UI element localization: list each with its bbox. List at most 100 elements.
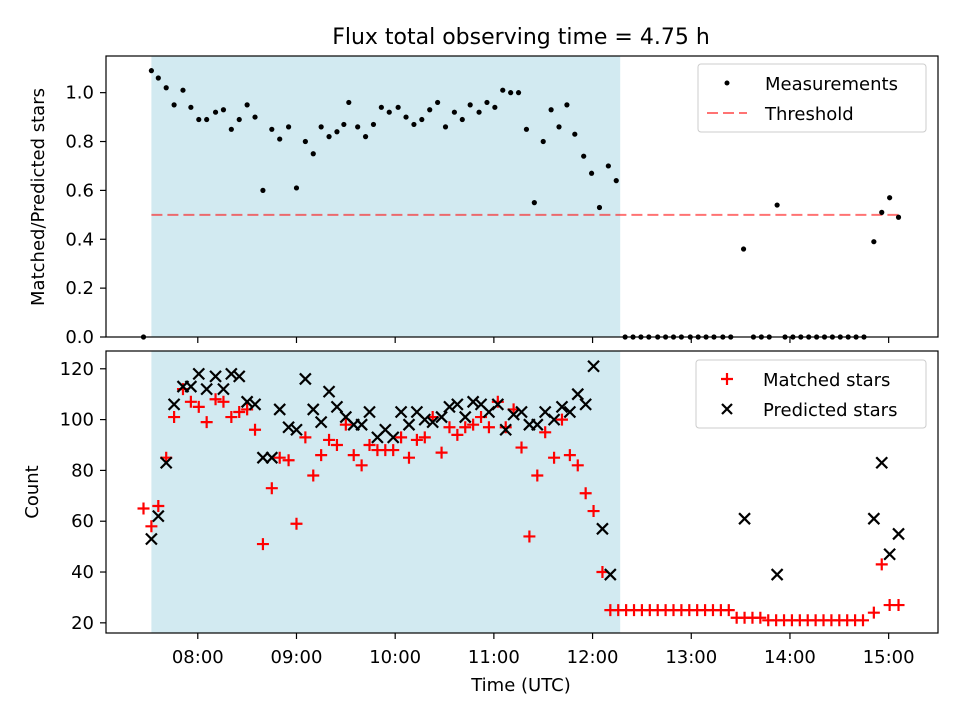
predicted-star-point [491,398,505,411]
y-tick-label: 1.0 [65,83,94,104]
predicted-star-point [240,395,254,409]
x-tick-label: 10:00 [369,647,421,668]
predicted-star-point [515,405,528,419]
matched-star-point [459,421,472,434]
measurement-point [378,104,384,110]
matched-star-point [339,418,352,431]
predicted-star-point [159,456,173,470]
ratio-panel-frame [105,55,939,338]
measurement-point [277,136,283,142]
measurement-point [204,116,210,123]
predicted-star-point [596,522,609,536]
predicted-star-point [426,415,439,429]
predicted-star-point [217,382,230,396]
measurement-point [228,126,234,132]
y-tick-label: 0.0 [65,327,94,348]
legend-label-measurements: Measurements [765,74,898,95]
legend-label-threshold: Threshold [764,104,854,125]
measurement-point [411,121,417,128]
measurement-point [355,124,361,130]
matched-star-point [587,505,600,518]
matched-star-point [531,469,544,482]
y-tick-label: 80 [71,460,94,481]
y-axis-label-count: Count [22,465,43,518]
legend-label-matched: Matched stars [763,370,890,391]
matched-star-point [307,469,320,482]
predicted-star-point [184,380,198,393]
matched-star-point [451,428,464,441]
matched-star-point [410,433,423,446]
measurement-point [318,124,324,130]
predicted-star-point [386,431,400,444]
measurement-point [492,104,498,110]
matched-star-point [256,538,269,551]
matched-star-point [209,393,222,406]
predicted-star-point [507,408,520,421]
measurement-point [484,99,490,106]
matched-star-point [418,431,431,444]
measurement-point [302,138,308,145]
matched-star-point [571,459,584,472]
x-axis-label: Time (UTC) [470,675,571,696]
matched-star-point [563,449,576,462]
predicted-star-point [458,410,472,424]
predicted-star-point [875,456,889,470]
measurement-point [362,134,369,140]
predicted-star-point [451,398,464,411]
matched-star-point [315,449,328,462]
predicted-star-point [322,385,336,398]
matched-star-point [249,423,262,436]
predicted-star-point [555,400,569,414]
predicted-star-point [466,395,480,409]
measurement-point [596,204,603,211]
matched-star-point [282,454,295,467]
predicted-star-point [563,405,577,419]
matched-star-point [402,451,415,464]
measurement-point [285,124,292,130]
predicted-star-point [273,403,286,416]
y-tick-label: 0.6 [65,180,94,201]
measurement-point [531,200,537,206]
measurement-point [341,121,347,128]
matched-star-point [555,413,568,426]
matched-star-point [435,446,448,459]
predicted-star-point [394,405,408,419]
predicted-star-point [299,372,312,386]
measurement-point [879,209,885,215]
measurement-point [427,107,433,113]
measurement-point [442,124,449,130]
matched-star-point [217,395,230,408]
measurement-point [451,109,457,115]
y-tick-label: 60 [71,511,94,532]
matched-star-point [355,459,368,472]
predicted-star-point [306,403,320,416]
y-tick-label: 0.2 [65,278,94,299]
measurement-point [887,195,893,201]
measurement-point [523,126,530,132]
predicted-star-point [200,382,213,396]
legend-dot-icon [724,80,730,86]
predicted-star-point [363,405,376,419]
measurement-point [467,102,473,108]
matched-star-point [184,395,197,408]
count-panel-frame [105,350,939,634]
x-tick-label: 15:00 [863,647,915,668]
matched-star-point [225,411,238,424]
measurement-point [515,90,522,96]
predicted-star-point [547,413,561,426]
measurement-point [581,153,587,159]
measurement-point [395,104,401,110]
measurement-point [871,239,877,245]
x-tick-label: 11:00 [468,647,520,668]
legend-label-predicted: Predicted stars [763,400,897,421]
x-tick-label: 12:00 [567,647,619,668]
measurement-point [895,214,902,220]
measurement-point [459,116,465,123]
measurement-point [220,107,227,113]
count-points [137,359,905,627]
matched-star-point [290,517,303,530]
predicted-star-point [579,398,592,411]
predicted-star-point [883,547,896,561]
predicted-star-point [192,367,206,381]
